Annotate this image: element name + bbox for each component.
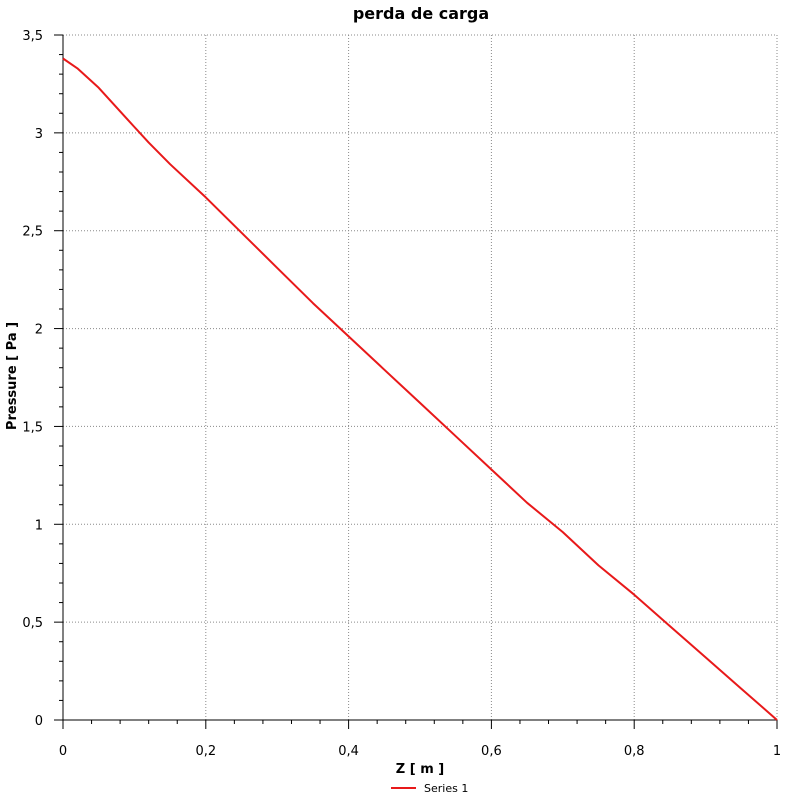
x-tick-label: 0,2	[195, 744, 216, 759]
series-line-1	[62, 57, 778, 721]
tick-labels: 0 0,2 0,4 0,6 0,8 1 0 0,5 1 1,5 2 2,5 3 3,5	[22, 29, 781, 759]
y-tick-label: 3,5	[22, 29, 43, 44]
x-axis-label: Z [ m ]	[396, 762, 444, 777]
y-tick-label: 0,5	[22, 616, 43, 631]
x-tick-label: 0	[59, 744, 67, 759]
y-tick-label: 3	[35, 127, 43, 142]
y-tick-label: 1	[35, 518, 43, 533]
y-tick-label: 2,5	[22, 225, 43, 240]
legend: Series 1	[391, 782, 468, 795]
x-tick-label: 0,6	[481, 744, 502, 759]
chart-title: perda de carga	[353, 4, 489, 23]
legend-label-series-1: Series 1	[424, 782, 468, 795]
x-tick-label: 0,8	[624, 744, 645, 759]
grid	[63, 34, 778, 720]
axes	[54, 34, 778, 729]
y-tick-label: 0	[35, 714, 43, 729]
y-axis-label: Pressure [ Pa ]	[5, 322, 20, 430]
x-tick-label: 1	[773, 744, 781, 759]
y-tick-label: 2	[35, 323, 43, 338]
y-tick-label: 1,5	[22, 420, 43, 435]
series-layer	[62, 57, 778, 721]
x-tick-label: 0,4	[338, 744, 359, 759]
